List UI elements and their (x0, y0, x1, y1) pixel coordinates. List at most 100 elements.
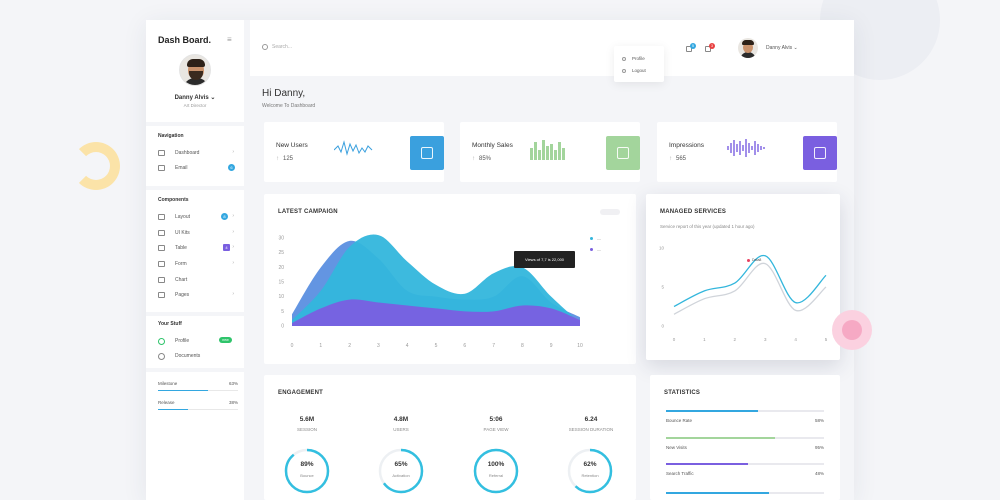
sidebar-item-ui-kits[interactable]: UI Kits › (158, 229, 238, 239)
y-tick-label: 10 (659, 246, 665, 251)
section-title-components: Components (158, 197, 189, 203)
y-tick-label: 0 (281, 324, 284, 330)
y-tick-label: 15 (278, 280, 284, 286)
stat-label: Monthly Sales (472, 142, 513, 149)
new-badge: new (219, 337, 232, 343)
stat-card-new-users[interactable]: New Users ↑ 125 (264, 122, 444, 182)
sidebar-item-label: UI Kits (175, 230, 190, 236)
sidebar-item-chart[interactable]: Chart (158, 276, 238, 286)
legend-item: — (590, 247, 622, 252)
count-badge: 6 (228, 164, 235, 171)
ring-label: Activation (392, 473, 410, 478)
sidebar-item-documents[interactable]: Documents (158, 352, 238, 362)
panel-title: MANAGED SERVICES (660, 209, 727, 215)
stat-bar-fill (666, 437, 776, 439)
avatar[interactable] (179, 54, 211, 86)
metric-label: PAGE VIEW (483, 427, 509, 432)
ring-retention: 62% Retention (566, 447, 614, 495)
stat-bar-fill (666, 410, 758, 412)
x-tick-label: 0 (291, 343, 294, 349)
stat-value: ↑ 565 (669, 156, 687, 162)
bell-icon[interactable] (705, 46, 711, 52)
topbar: 5 3 Danny Alvis ⌄ (250, 20, 854, 76)
metric-users: 4.8M USERS (371, 416, 431, 432)
x-tick-label: 9 (550, 343, 553, 349)
page-title: Hi Danny, (262, 88, 306, 99)
arrow-up-icon: ↑ (472, 156, 475, 162)
area-series-3 (292, 299, 580, 326)
legend-item: — (590, 236, 622, 241)
sidebar-item-label: Chart (175, 277, 188, 283)
chevron-right-icon: › (232, 291, 234, 297)
ring-label: Referral (488, 473, 504, 478)
divider (146, 122, 244, 126)
sidebar-item-dashboard[interactable]: Dashboard › (158, 149, 238, 159)
chevron-right-icon: › (232, 149, 234, 155)
panel-title: LATEST CAMPAIGN (278, 209, 338, 215)
y-tick-label: 0 (661, 324, 664, 329)
stat-card-monthly-sales[interactable]: Monthly Sales ↑ 85% (460, 122, 640, 182)
stat-row-bounce-rate: Bounce Rate 58% (666, 418, 824, 423)
chart-tooltip: Views of 7,7 is 22,000 (514, 251, 575, 268)
x-tick-label: 5 (825, 337, 828, 342)
sparkline-wave (334, 140, 373, 156)
email-icon (158, 165, 165, 171)
user-dropdown-menu: Profile Logout (614, 46, 664, 82)
dropdown-item-profile[interactable]: Profile (622, 56, 645, 61)
stat-card-impressions[interactable]: Impressions ↑ 565 (657, 122, 837, 182)
chart-legend: — — (590, 230, 622, 260)
user-menu-toggle[interactable]: Danny Alvis ⌄ (766, 45, 798, 51)
sidebar-user-name[interactable]: Danny Alvis ⌄ (174, 95, 216, 101)
count-badge: 8 (221, 213, 228, 220)
chevron-right-icon: › (232, 244, 234, 250)
sidebar-item-email[interactable]: Email 6 (158, 164, 238, 174)
sidebar-item-profile[interactable]: Profile new (158, 337, 238, 347)
monitor-icon (410, 136, 444, 170)
line-series-1 (673, 262, 827, 315)
chart-annotation: Data8 (747, 258, 761, 262)
sidebar-item-label: Form (175, 261, 187, 267)
search-icon (262, 44, 268, 50)
chevron-right-icon: › (232, 260, 234, 266)
sidebar-item-layout[interactable]: Layout 8 › (158, 213, 238, 223)
search-input[interactable] (272, 42, 392, 52)
chart-options-toggle[interactable] (600, 209, 620, 215)
sidebar-item-table[interactable]: Table 4 › (158, 244, 238, 254)
section-title-your-stuff: Your Stuff (158, 321, 182, 327)
divider (146, 368, 244, 372)
divider (146, 186, 244, 190)
divider (146, 312, 244, 316)
milestone-progress-fill (158, 390, 209, 391)
sidebar: Dash Board. ≡ Danny Alvis ⌄ Art Director… (146, 20, 244, 500)
ring-percent: 89% (300, 461, 314, 468)
sidebar-item-label: Layout (175, 214, 191, 220)
metric-session-duration: 6.24 SESSION DURATION (551, 416, 631, 432)
stat-label: Impressions (669, 142, 705, 149)
release-progress-label: Release 38% (158, 400, 238, 405)
ring-label: Bounce (300, 473, 314, 478)
ring-percent: 100% (487, 461, 505, 468)
brand-title: Dash Board. (158, 35, 212, 45)
ring-activation: 65% Activation (377, 447, 425, 495)
stat-bar-new-visits (666, 437, 824, 439)
campaign-area-chart: 0 5 10 15 20 25 30 0 1 2 3 4 5 6 7 8 9 10 (278, 234, 583, 349)
section-title-navigation: Navigation (158, 133, 184, 139)
metric-label: SESSION (296, 427, 317, 432)
x-tick-label: 3 (377, 343, 380, 349)
x-tick-label: 10 (577, 343, 583, 349)
metric-value: 5:06 (489, 416, 503, 423)
y-tick-label: 5 (661, 285, 664, 290)
logout-icon (622, 68, 626, 73)
dropdown-item-logout[interactable]: Logout (622, 68, 646, 73)
sidebar-item-label: Pages (175, 292, 190, 298)
sidebar-item-pages[interactable]: Pages › (158, 291, 238, 301)
x-tick-label: 0 (673, 337, 676, 342)
layout-icon (158, 214, 165, 220)
message-icon[interactable] (686, 46, 692, 52)
sidebar-item-form[interactable]: Form › (158, 260, 238, 270)
avatar[interactable] (738, 38, 758, 58)
panel-title: ENGAGEMENT (278, 390, 324, 396)
hamburger-icon[interactable]: ≡ (227, 35, 232, 44)
user-icon (622, 56, 626, 61)
chevron-right-icon: › (232, 229, 234, 235)
